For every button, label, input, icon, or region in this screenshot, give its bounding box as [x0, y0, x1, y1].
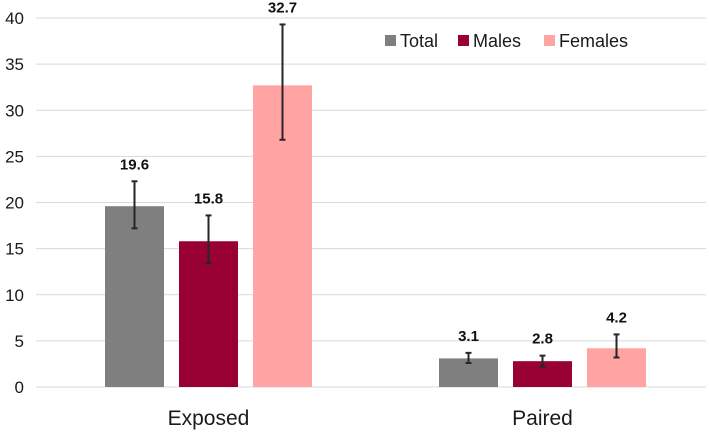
- y-tick-label: 5: [15, 332, 24, 351]
- x-axis-category-labels: Exposed Paired: [168, 407, 573, 430]
- y-tick-label: 35: [5, 55, 24, 74]
- legend-label: Total: [400, 31, 438, 51]
- data-label: 15.8: [194, 190, 223, 207]
- error-bar: [539, 354, 546, 368]
- category-label-paired: Paired: [512, 407, 573, 430]
- y-tick-label: 20: [5, 194, 24, 213]
- y-tick-label: 0: [15, 378, 24, 397]
- data-labels: 19.6 3.1 15.8 2.8 32.7 4.2: [120, 0, 627, 348]
- y-tick-label: 15: [5, 240, 24, 259]
- legend-item-females: Females: [544, 31, 628, 51]
- bar-total-exposed: [105, 206, 164, 387]
- y-tick-label: 25: [5, 147, 24, 166]
- bars: [105, 85, 646, 387]
- error-bar: [465, 351, 472, 365]
- legend-swatch: [544, 35, 555, 46]
- data-label: 4.2: [606, 309, 627, 326]
- legend-swatch: [385, 35, 396, 46]
- bar-males-exposed: [179, 241, 238, 387]
- category-label-exposed: Exposed: [168, 407, 250, 430]
- error-bar: [279, 23, 286, 141]
- y-tick-label: 30: [5, 101, 24, 120]
- legend-label: Males: [473, 31, 521, 51]
- data-label: 19.6: [120, 156, 149, 173]
- legend: Total Males Females: [385, 31, 628, 51]
- y-tick-label: 40: [5, 9, 24, 28]
- data-label: 3.1: [458, 328, 479, 345]
- legend-swatch: [458, 35, 469, 46]
- legend-item-males: Males: [458, 31, 521, 51]
- error-bar: [205, 214, 212, 265]
- error-bar: [131, 180, 138, 230]
- data-label: 2.8: [532, 331, 553, 348]
- error-bar: [613, 333, 620, 359]
- y-tick-label: 10: [5, 286, 24, 305]
- error-bars: [131, 23, 620, 368]
- data-label: 32.7: [268, 0, 297, 16]
- legend-label: Females: [559, 31, 628, 51]
- y-axis-tick-labels: 0 5 10 15 20 25 30 35 40: [5, 9, 24, 397]
- legend-item-total: Total: [385, 31, 438, 51]
